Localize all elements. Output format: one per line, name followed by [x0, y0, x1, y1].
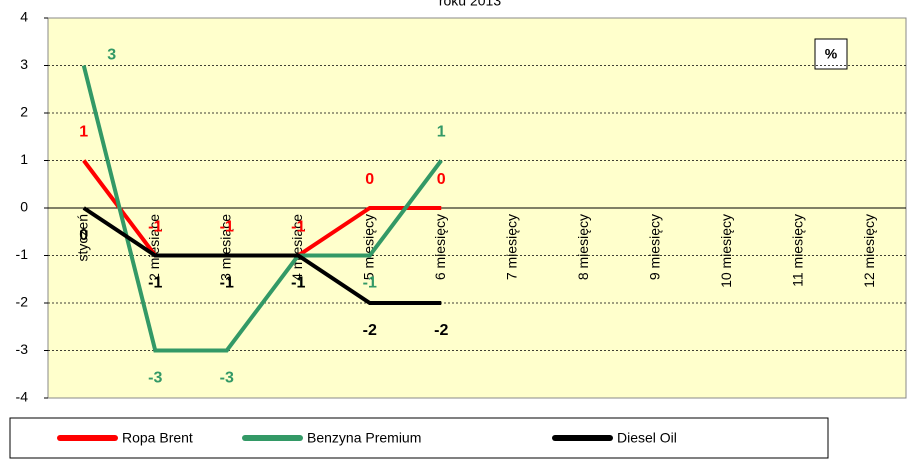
x-tick-label: 10 miesięcy — [718, 214, 734, 288]
data-label: -2 — [434, 322, 448, 339]
data-label: -3 — [148, 370, 162, 387]
data-label: 1 — [437, 124, 446, 141]
y-tick-label: -1 — [16, 246, 29, 262]
data-label: 3 — [107, 47, 116, 64]
data-label: 0 — [365, 171, 374, 188]
data-label: -1 — [220, 275, 234, 292]
x-tick-label: styczeń — [74, 214, 90, 261]
y-tick-label: 4 — [20, 9, 28, 25]
series-line — [81, 65, 443, 353]
legend-label: Benzyna Premium — [307, 430, 421, 446]
y-tick-label: -3 — [16, 341, 29, 357]
data-label: 1 — [79, 124, 88, 141]
x-tick-label: 11 miesięcy — [789, 214, 805, 287]
legend — [9, 417, 829, 459]
annotation: % — [825, 46, 838, 62]
legend-label: Diesel Oil — [617, 430, 677, 446]
x-tick-label: 12 miesięcy — [861, 214, 877, 288]
series-line — [82, 206, 442, 305]
chart-title: roku 2013 — [439, 0, 501, 9]
y-tick-label: -2 — [16, 294, 29, 310]
y-tick-label: -4 — [16, 389, 29, 405]
x-tick-label: 6 miesięcy — [432, 214, 448, 280]
data-label: -1 — [363, 275, 377, 292]
x-tick-label: 2 miesiące — [146, 214, 162, 281]
x-tick-label: 5 miesięcy — [360, 214, 376, 280]
y-tick-label: 1 — [20, 151, 28, 167]
y-tick-label: 2 — [20, 104, 28, 120]
x-tick-label: 3 miesiące — [217, 214, 233, 281]
x-tick-label: 7 miesięcy — [503, 214, 519, 280]
data-label: -1 — [220, 219, 234, 236]
data-label: -1 — [148, 275, 162, 292]
y-tick-label: 3 — [20, 56, 28, 72]
x-tick-label: 8 miesięcy — [575, 214, 591, 280]
annotation-box — [814, 38, 848, 70]
data-label: 0 — [437, 171, 446, 188]
data-label: -1 — [291, 275, 305, 292]
data-label: -1 — [291, 219, 305, 236]
data-label: 0 — [79, 227, 88, 244]
data-label: -1 — [291, 275, 305, 292]
data-label: -1 — [148, 219, 162, 236]
x-tick-label: 9 miesięcy — [646, 214, 662, 280]
data-label: -2 — [363, 322, 377, 339]
y-tick-label: 0 — [20, 199, 28, 215]
data-label: -3 — [220, 370, 234, 387]
legend-label: Ropa Brent — [122, 430, 193, 446]
